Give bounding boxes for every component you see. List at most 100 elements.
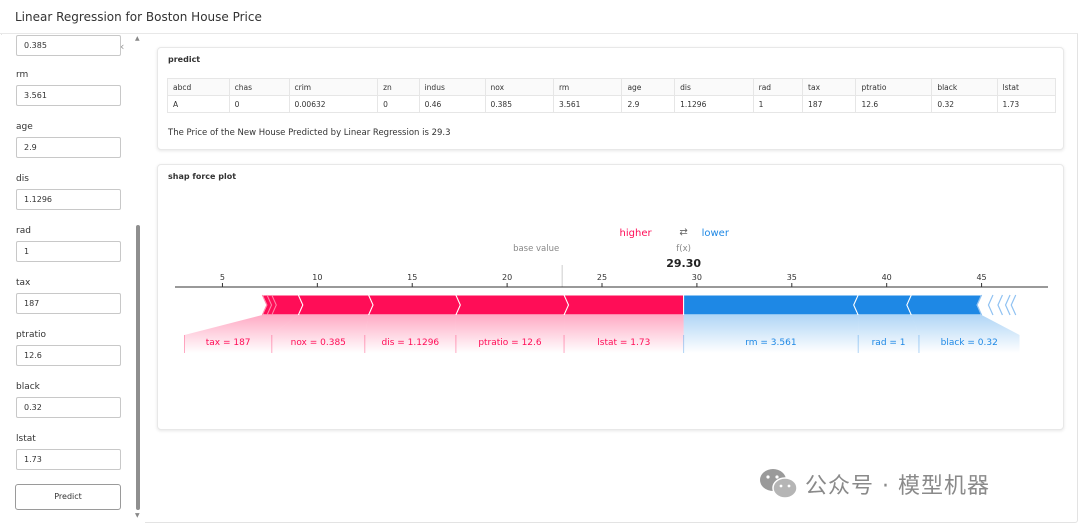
- negative-feature-bar: [683, 294, 859, 316]
- scrollbar-thumb[interactable]: [136, 225, 140, 510]
- positive-feature-bar: [563, 294, 685, 316]
- black-input[interactable]: 0.32: [16, 397, 121, 418]
- ptratio-label: ptratio: [16, 330, 46, 340]
- negative-sliver: [1004, 294, 1011, 316]
- base-value-label: base value: [513, 244, 559, 254]
- rm-label: rm: [16, 70, 29, 80]
- table-cell-chas: 0: [228, 95, 290, 113]
- positive-label-fan: [364, 315, 456, 353]
- column-header-crim: crim: [288, 78, 379, 96]
- chevron-left-icon[interactable]: ‹: [120, 40, 125, 53]
- tax-label: tax: [16, 278, 31, 288]
- x-tick-label-30: 30: [692, 273, 702, 282]
- column-header-tax: tax: [802, 78, 857, 96]
- wechat-icon: [760, 469, 798, 499]
- table-header-row: abcd chas crim zn indus nox rm age dis rad tax ptra…: [167, 78, 1056, 96]
- negative-sliver: [987, 294, 994, 316]
- positive-feature-bar: [367, 294, 461, 316]
- positive-label-fan: [564, 315, 684, 353]
- table-cell-black: 0.32: [931, 95, 998, 113]
- scroll-up-arrow-icon[interactable]: ▲: [135, 35, 140, 42]
- column-header-rad: rad: [752, 78, 804, 96]
- table-cell-ptratio: 12.6: [855, 95, 933, 113]
- age-label: age: [16, 122, 33, 132]
- negative-feature-bar: [906, 294, 983, 316]
- x-tick-label-45: 45: [976, 273, 986, 282]
- predict-card-title: predict: [168, 55, 201, 64]
- rad-label: rad: [16, 226, 31, 236]
- column-header-chas: chas: [228, 78, 290, 96]
- x-tick-label-40: 40: [882, 273, 892, 282]
- column-header-lstat: lstat: [996, 78, 1056, 96]
- age-input[interactable]: 2.9: [16, 137, 121, 158]
- positive-feature-label: dis = 1.1296: [382, 338, 440, 348]
- rm-input[interactable]: 3.561: [16, 85, 121, 106]
- table-cell-rm: 3.561: [552, 95, 623, 113]
- table-row: A 0 0.00632 0 0.46 0.385 3.561 2.9 1.1296 1 187 12.…: [167, 95, 1056, 113]
- fx-value: 29.30: [666, 257, 701, 270]
- x-tick-label-5: 5: [220, 273, 225, 282]
- negative-feature-label: rad = 1: [872, 338, 906, 348]
- scroll-down-arrow-icon[interactable]: ▼: [135, 512, 140, 519]
- positive-feature-label: ptratio = 12.6: [478, 338, 542, 348]
- shap-card-title: shap force plot: [168, 172, 237, 181]
- app-title: Linear Regression for Boston House Price: [15, 10, 262, 24]
- table-cell-zn: 0: [377, 95, 420, 113]
- column-header-ptratio: ptratio: [855, 78, 933, 96]
- nox-input[interactable]: 0.385: [16, 35, 121, 56]
- dis-input[interactable]: 1.1296: [16, 189, 121, 210]
- positive-label-fan: [271, 315, 369, 353]
- positive-feature-label: tax = 187: [206, 338, 251, 348]
- table-cell-indus: 0.46: [418, 95, 486, 113]
- fx-label: f(x): [676, 244, 691, 254]
- negative-feature-label: black = 0.32: [941, 338, 998, 348]
- negative-label-fan: [911, 315, 1020, 353]
- rad-input[interactable]: 1: [16, 241, 121, 262]
- sidebar: 0.385 ‹ rm 3.561 age 2.9 dis 1.1296 rad …: [0, 35, 145, 523]
- table-cell-crim: 0.00632: [288, 95, 379, 113]
- column-header-indus: indus: [418, 78, 486, 96]
- predict-button[interactable]: Predict: [15, 484, 121, 510]
- x-tick-label-15: 15: [407, 273, 417, 282]
- table-cell-lstat: 1.73: [996, 95, 1056, 113]
- column-header-rm: rm: [552, 78, 623, 96]
- table-cell-tax: 187: [802, 95, 857, 113]
- table-cell-dis: 1.1296: [674, 95, 754, 113]
- legend-arrow-icon: ⇄: [679, 227, 687, 238]
- column-header-abcd: abcd: [167, 78, 230, 96]
- negative-label-fan: [858, 315, 919, 353]
- positive-sliver: [261, 294, 268, 316]
- x-tick-label-35: 35: [787, 273, 797, 282]
- table-cell-age: 2.9: [621, 95, 676, 113]
- app-header: Linear Regression for Boston House Price: [0, 0, 1078, 34]
- black-label: black: [16, 382, 40, 392]
- legend-lower: lower: [702, 228, 730, 239]
- negative-label-fan: [683, 315, 859, 353]
- positive-feature-bar: [297, 294, 374, 316]
- negative-sliver: [1010, 294, 1017, 316]
- shap-card: shap force plot higher ⇄ lower base value f(…: [157, 164, 1064, 430]
- lstat-label: lstat: [16, 434, 36, 444]
- column-header-zn: zn: [377, 78, 420, 96]
- positive-feature-label: nox = 0.385: [291, 338, 346, 348]
- ptratio-input[interactable]: 12.6: [16, 345, 121, 366]
- column-header-nox: nox: [484, 78, 554, 96]
- negative-sliver: [997, 294, 1003, 316]
- column-header-dis: dis: [674, 78, 754, 96]
- table-cell-nox: 0.385: [484, 95, 554, 113]
- x-tick-label-20: 20: [502, 273, 512, 282]
- watermark-text: 公众号 · 模型机器: [805, 474, 990, 499]
- table-cell-rad: 1: [752, 95, 804, 113]
- negative-feature-bar: [853, 294, 913, 316]
- negative-feature-label: rm = 3.561: [745, 338, 796, 348]
- lstat-input[interactable]: 1.73: [16, 449, 121, 470]
- tax-input[interactable]: 187: [16, 293, 121, 314]
- positive-feature-label: lstat = 1.73: [597, 338, 650, 348]
- x-tick-label-25: 25: [597, 273, 607, 282]
- shap-force-plot: higher ⇄ lower base value f(x) 29.30 5 10 15 20 25…: [175, 227, 1048, 353]
- prediction-table: abcd chas crim zn indus nox rm age dis rad tax ptra…: [167, 78, 1056, 113]
- table-cell-abcd: A: [167, 95, 230, 113]
- legend-higher: higher: [620, 228, 653, 239]
- positive-sliver: [271, 294, 277, 316]
- dis-label: dis: [16, 174, 29, 184]
